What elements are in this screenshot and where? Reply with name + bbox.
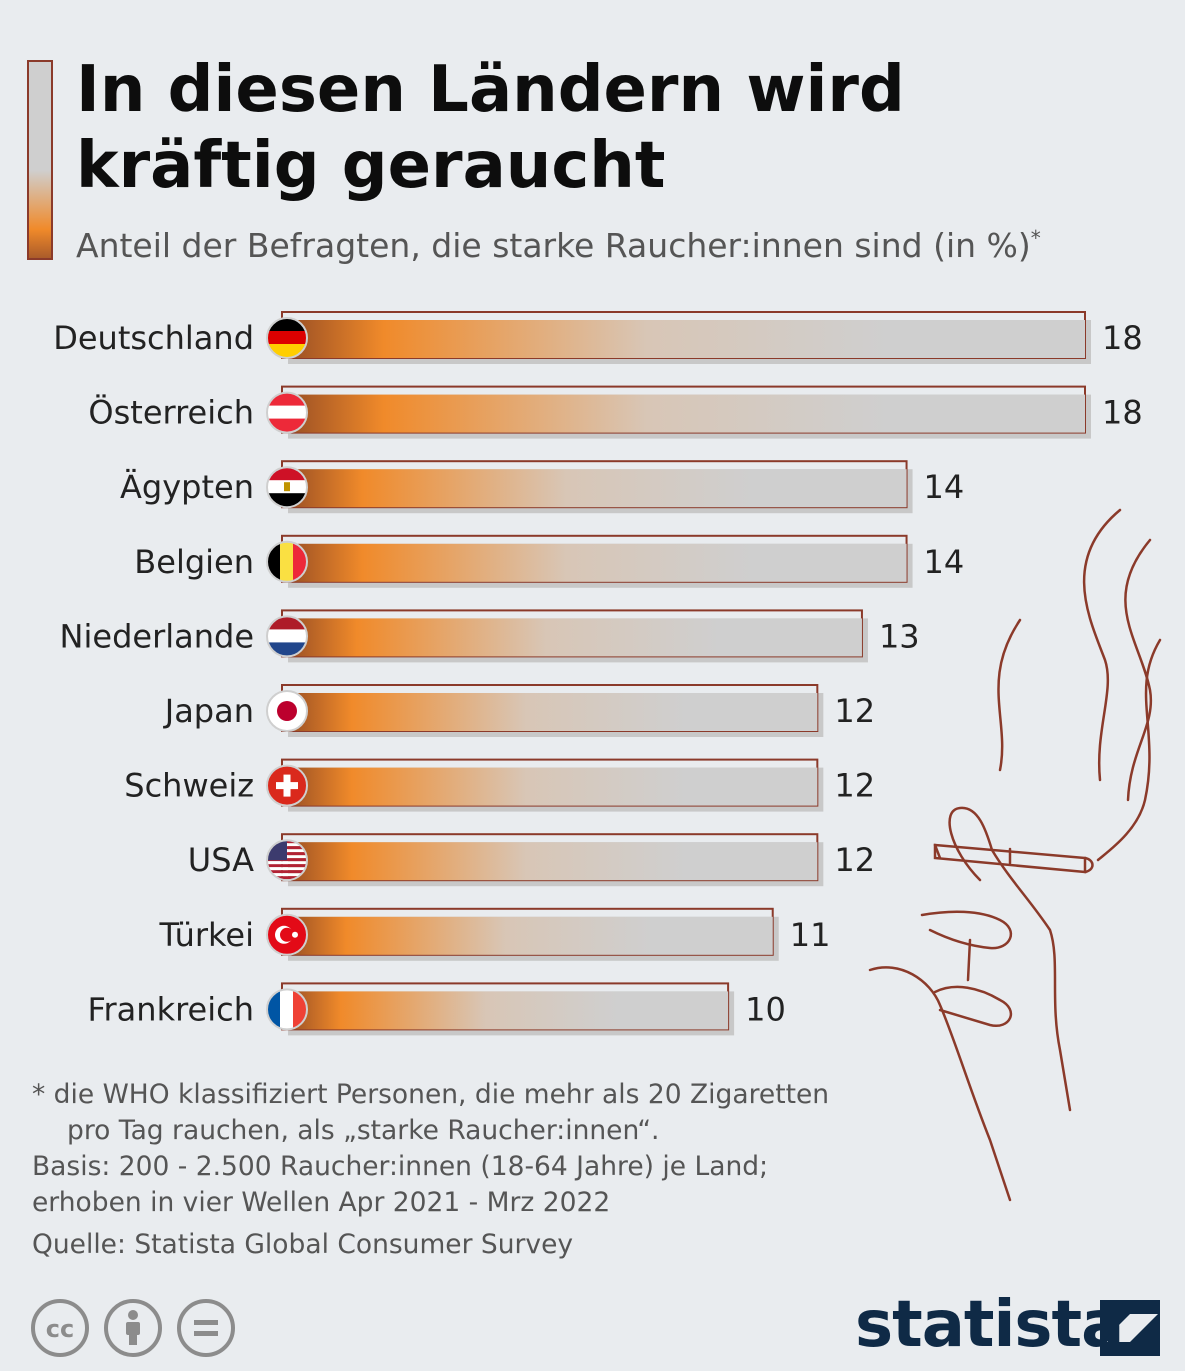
netherlands-flag-icon xyxy=(266,615,308,658)
switzerland-flag-icon xyxy=(266,764,308,807)
category-label: Österreich xyxy=(88,394,254,432)
category-label: Belgien xyxy=(134,543,254,581)
subtitle-text: Anteil der Befragten, die starke Raucher… xyxy=(76,226,1031,265)
no-derivatives-icon[interactable] xyxy=(177,1299,235,1357)
egypt-flag-icon xyxy=(266,466,308,509)
category-label: Schweiz xyxy=(124,767,254,805)
bar-deutschland xyxy=(288,320,1085,358)
bar-japan xyxy=(288,693,818,731)
value-label: 10 xyxy=(745,990,786,1028)
value-label: 12 xyxy=(834,767,875,805)
svg-text:cc: cc xyxy=(46,1315,74,1343)
footnote-line-4: erhoben in vier Wellen Apr 2021 - Mrz 20… xyxy=(32,1187,611,1218)
value-label: 12 xyxy=(834,692,875,730)
page-title: In diesen Ländern wird kräftig geraucht xyxy=(76,53,905,203)
france-flag-icon xyxy=(266,988,308,1031)
value-label: 18 xyxy=(1102,319,1143,357)
attribution-icon[interactable] xyxy=(104,1299,162,1357)
austria-flag-icon xyxy=(266,391,308,434)
source-note: Quelle: Statista Global Consumer Survey xyxy=(32,1229,574,1260)
license-icons: cc xyxy=(31,1299,235,1357)
footnotes: * die WHO klassifiziert Personen, die me… xyxy=(32,1077,829,1263)
bar-niederlande xyxy=(288,618,862,657)
subtitle-footnote-mark: * xyxy=(1030,226,1041,250)
usa-flag-icon xyxy=(266,839,308,882)
bar-ägypten xyxy=(288,469,907,508)
footnote-line-2: pro Tag rauchen, als „starke Raucher:inn… xyxy=(67,1115,660,1146)
category-label: USA xyxy=(188,841,254,879)
statista-logo[interactable]: statista xyxy=(855,1288,1124,1362)
category-label: Japan xyxy=(163,692,254,730)
value-label: 13 xyxy=(879,617,920,655)
belgium-flag-icon xyxy=(266,540,308,583)
value-label: 12 xyxy=(834,841,875,879)
value-label: 14 xyxy=(924,468,965,506)
statista-logo-mark-icon xyxy=(1100,1300,1160,1356)
value-label: 14 xyxy=(924,543,965,581)
category-label: Niederlande xyxy=(60,617,254,655)
value-label: 18 xyxy=(1102,394,1143,432)
footnote-line-1: * die WHO klassifiziert Personen, die me… xyxy=(32,1079,830,1110)
footnote-line-3: Basis: 200 - 2.500 Raucher:innen (18-64 … xyxy=(32,1151,769,1182)
bar-usa xyxy=(288,842,818,881)
page-subtitle: Anteil der Befragten, die starke Raucher… xyxy=(76,226,1041,265)
bar-chart: Deutschland 18 Österreich 18 Ägypten 14 Belgie… xyxy=(53,311,1143,1036)
turkey-flag-icon xyxy=(266,913,308,956)
category-label: Türkei xyxy=(158,916,254,954)
title-accent-bar xyxy=(27,60,53,260)
bar-österreich xyxy=(288,394,1085,433)
value-label: 11 xyxy=(790,916,831,954)
germany-flag-icon xyxy=(266,317,308,359)
bar-frankreich xyxy=(288,991,729,1030)
category-label: Deutschland xyxy=(53,319,254,357)
hand-cigarette-illustration xyxy=(868,508,1162,1202)
bar-türkei xyxy=(288,916,773,955)
japan-flag-icon xyxy=(266,690,308,732)
category-label: Frankreich xyxy=(87,990,254,1028)
bar-schweiz xyxy=(288,767,818,806)
bar-belgien xyxy=(288,543,907,582)
creative-commons-icon[interactable]: cc xyxy=(31,1299,89,1357)
category-label: Ägypten xyxy=(120,468,254,506)
